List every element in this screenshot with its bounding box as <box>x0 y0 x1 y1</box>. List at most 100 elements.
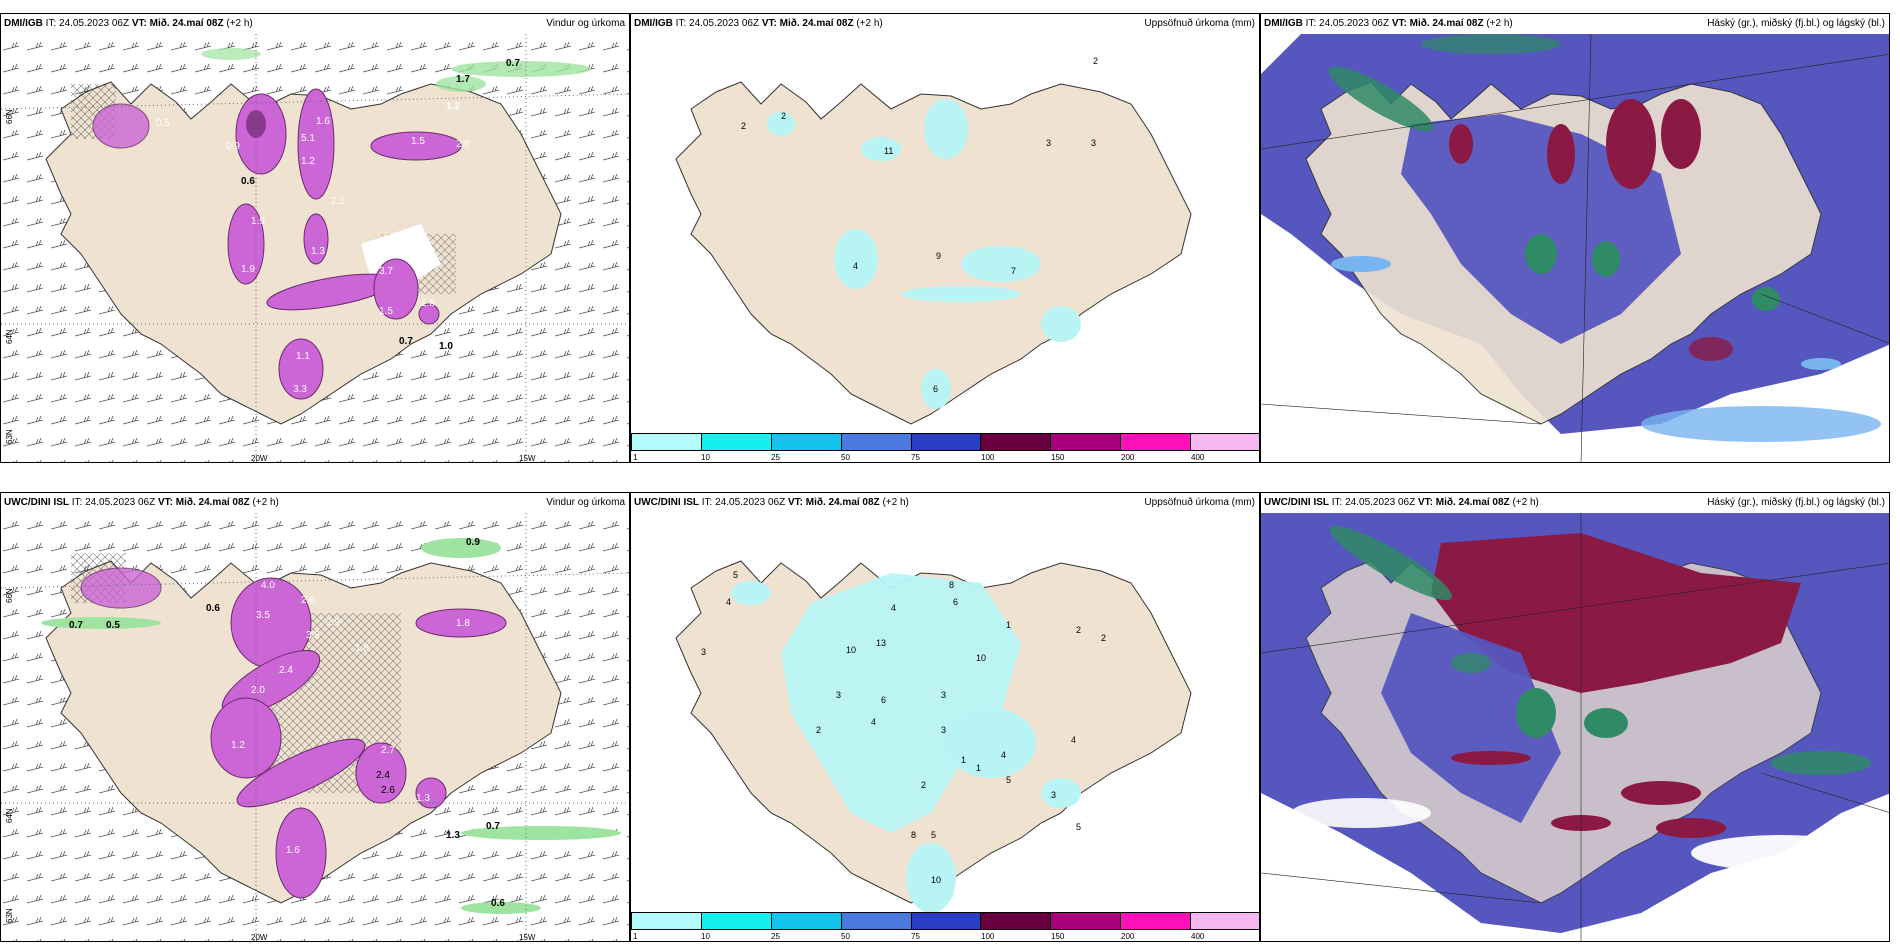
colorbar-swatch <box>771 434 842 450</box>
lat-label: 66N <box>5 109 14 124</box>
colorbar-swatch <box>841 913 912 929</box>
precip-label: 4.0 <box>261 580 275 591</box>
colorbar-swatch <box>701 434 772 450</box>
wind-map: 0.9 0.6 1.8 0.7 0.5 0.6 4.0 3.5 2.6 2.9 … <box>1 513 629 941</box>
panel-subtitle: Háský (gr.), miðský (fj.bl.) og lágský (… <box>1707 497 1885 508</box>
colorbar <box>631 912 1259 930</box>
accum-label: 8 <box>911 830 916 840</box>
accum-label: 7 <box>1011 266 1016 276</box>
precip-label: 2.0 <box>251 685 265 696</box>
precip-label: 0.5 <box>156 118 170 129</box>
panel-cloud-bottom: UWC/DINI ISL IT: 24.05.2023 06Z VT: Mið.… <box>1260 492 1890 942</box>
wind-map: 0.7 1.7 1.2 0.5 0.9 0.6 1.5 2.0 5.1 1.2 … <box>1 34 629 462</box>
precip-label: 1.8 <box>421 298 435 309</box>
accum-label: 1 <box>961 755 966 765</box>
precip-label: 2.9 <box>326 617 340 628</box>
panel-subtitle: Uppsöfnuð úrkoma (mm) <box>1144 497 1255 508</box>
precip-label: 1.5 <box>379 306 393 317</box>
accum-label: 5 <box>733 570 738 580</box>
precip-label: 0.7 <box>486 821 500 832</box>
lon-label: 20W <box>251 933 268 942</box>
accum-label: 9 <box>936 251 941 261</box>
colorbar <box>631 433 1259 451</box>
colorbar-label: 150 <box>1051 932 1065 941</box>
precip-label: 2.4 <box>376 770 390 781</box>
accum-map: 2 2 2 11 3 3 4 9 7 6 <box>675 56 1192 425</box>
colorbar-swatch <box>632 913 702 929</box>
colorbar-swatch <box>911 913 982 929</box>
accum-label: 2 <box>816 725 821 735</box>
precip-label: 0.6 <box>491 898 505 909</box>
accum-label: 3 <box>1046 138 1051 148</box>
precip-label: 5.1 <box>301 133 315 144</box>
accum-label: 6 <box>933 384 938 394</box>
precip-label: 2.4 <box>279 665 293 676</box>
accum-label: 4 <box>1001 750 1006 760</box>
panel-accum-top: DMI/IGB IT: 24.05.2023 06Z VT: Mið. 24.m… <box>630 13 1260 463</box>
lat-label: 63N <box>5 908 14 923</box>
precip-label: 0.6 <box>181 580 195 591</box>
panel-title: UWC/DINI ISL IT: 24.05.2023 06Z VT: Mið.… <box>1 493 629 513</box>
colorbar-swatch <box>771 913 842 929</box>
colorbar-swatch <box>981 913 1052 929</box>
precip-label: 3.7 <box>379 266 393 277</box>
colorbar-label: 200 <box>1121 453 1135 462</box>
precip-label: 1.3 <box>311 246 325 257</box>
accum-label: 3 <box>941 690 946 700</box>
precip-label: 2.6 <box>381 785 395 796</box>
accum-label: 4 <box>871 717 876 727</box>
precip-label: 2.7 <box>381 745 395 756</box>
precip-label: 1.2 <box>231 740 245 751</box>
colorbar-label: 200 <box>1121 932 1135 941</box>
accum-label: 5 <box>931 830 936 840</box>
lat-label: 63N <box>5 429 14 444</box>
colorbar-swatch <box>1051 434 1122 450</box>
panel-subtitle: Háský (gr.), miðský (fj.bl.) og lágský (… <box>1707 18 1885 29</box>
panel-cloud-top: DMI/IGB IT: 24.05.2023 06Z VT: Mið. 24.m… <box>1260 13 1890 463</box>
precip-label: 2.1 <box>331 196 345 207</box>
colorbar-label: 25 <box>771 932 780 941</box>
accum-label: 11 <box>884 146 893 156</box>
panel-title: DMI/IGB IT: 24.05.2023 06Z VT: Mið. 24.m… <box>1261 14 1889 34</box>
cloud-map <box>1261 33 1889 462</box>
lat-label: 64N <box>5 808 14 823</box>
accum-label: 10 <box>931 875 941 885</box>
accum-label: 13 <box>876 638 886 648</box>
colorbar-label: 150 <box>1051 453 1065 462</box>
colorbar-label: 50 <box>841 932 850 941</box>
precip-label: 2.6 <box>301 595 315 606</box>
colorbar-label: 75 <box>911 932 920 941</box>
colorbar-label: 400 <box>1191 932 1205 941</box>
precip-label: 0.5 <box>106 620 120 631</box>
accum-label: 5 <box>1076 822 1081 832</box>
lon-label: 15W <box>519 454 536 463</box>
precip-label: 1.9 <box>251 216 265 227</box>
colorbar-label: 400 <box>1191 453 1205 462</box>
accum-label: 4 <box>1071 735 1076 745</box>
panel-subtitle: Vindur og úrkoma <box>546 18 625 29</box>
panel-subtitle: Vindur og úrkoma <box>546 497 625 508</box>
accum-label: 3 <box>836 690 841 700</box>
precip-label: 1.8 <box>355 643 369 654</box>
precip-label: 0.9 <box>226 141 240 152</box>
colorbar-swatch <box>1191 913 1259 929</box>
accum-label: 6 <box>953 597 958 607</box>
precip-label: 1.5 <box>411 136 425 147</box>
panel-title: DMI/IGB IT: 24.05.2023 06Z VT: Mið. 24.m… <box>631 14 1259 34</box>
precip-label: 1.6 <box>286 845 300 856</box>
accum-label: 6 <box>881 695 886 705</box>
lat-label: 64N <box>5 329 14 344</box>
precip-label: 1.3 <box>416 793 430 804</box>
colorbar-swatch <box>701 913 772 929</box>
colorbar-swatch <box>911 434 982 450</box>
precip-label: 0.9 <box>466 537 480 548</box>
lon-label: 15W <box>519 933 536 942</box>
colorbar-swatch <box>1121 434 1192 450</box>
precip-label: 1.2 <box>446 101 460 112</box>
colorbar-label: 25 <box>771 453 780 462</box>
colorbar-label: 1 <box>633 932 638 941</box>
precip-label: 0.6 <box>206 603 220 614</box>
accum-label: 4 <box>891 603 896 613</box>
accum-label: 2 <box>1093 56 1098 66</box>
accum-label: 3 <box>1091 138 1096 148</box>
